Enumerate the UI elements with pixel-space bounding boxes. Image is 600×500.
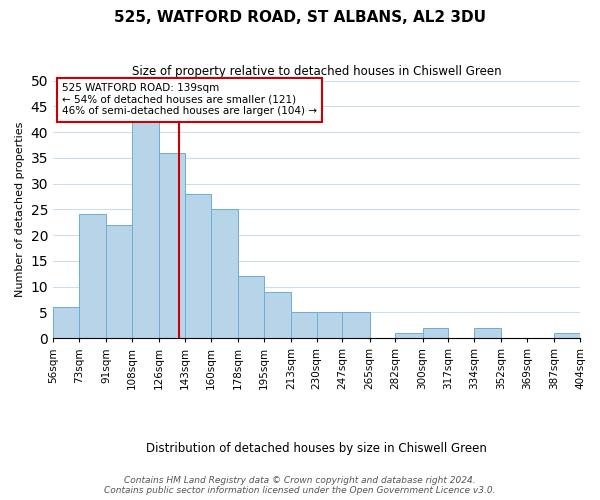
Bar — [79, 214, 106, 338]
Bar — [132, 122, 159, 338]
Bar — [211, 210, 238, 338]
X-axis label: Distribution of detached houses by size in Chiswell Green: Distribution of detached houses by size … — [146, 442, 487, 455]
Y-axis label: Number of detached properties: Number of detached properties — [15, 122, 25, 297]
Bar — [395, 333, 422, 338]
Text: 525 WATFORD ROAD: 139sqm
← 54% of detached houses are smaller (121)
46% of semi-: 525 WATFORD ROAD: 139sqm ← 54% of detach… — [62, 83, 317, 116]
Bar — [422, 328, 448, 338]
Bar — [317, 312, 342, 338]
Bar — [106, 225, 132, 338]
Bar — [159, 152, 185, 338]
Bar — [474, 328, 501, 338]
Text: Contains HM Land Registry data © Crown copyright and database right 2024.
Contai: Contains HM Land Registry data © Crown c… — [104, 476, 496, 495]
Title: Size of property relative to detached houses in Chiswell Green: Size of property relative to detached ho… — [132, 65, 502, 78]
Bar — [554, 333, 580, 338]
Bar — [238, 276, 263, 338]
Bar — [291, 312, 317, 338]
Bar — [342, 312, 370, 338]
Bar — [185, 194, 211, 338]
Bar — [53, 307, 79, 338]
Text: 525, WATFORD ROAD, ST ALBANS, AL2 3DU: 525, WATFORD ROAD, ST ALBANS, AL2 3DU — [114, 10, 486, 25]
Bar — [263, 292, 291, 338]
